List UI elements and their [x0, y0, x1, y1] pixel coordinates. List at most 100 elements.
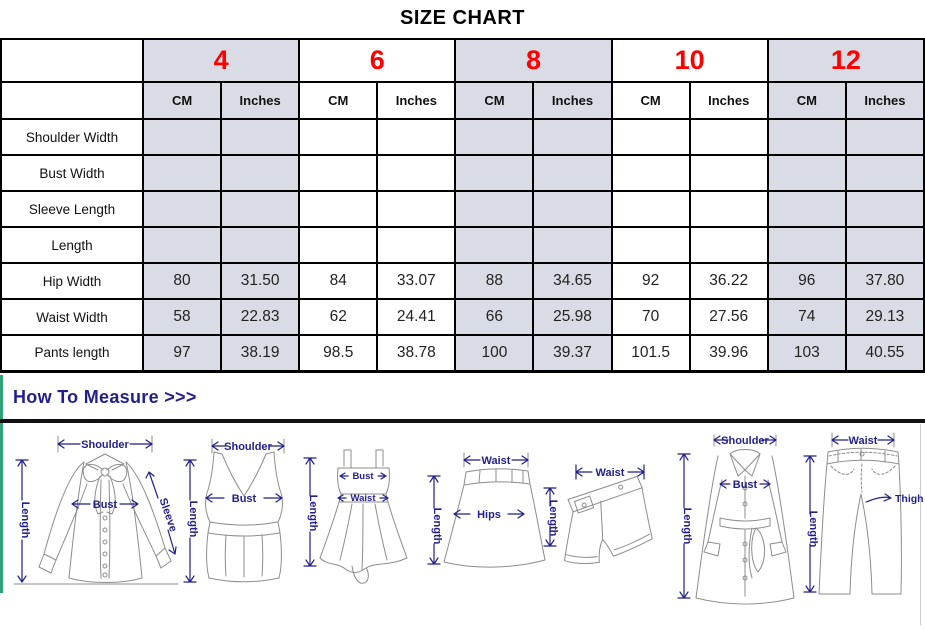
value-cell: 74 — [766, 298, 847, 336]
dress-bust-label: Bust — [352, 471, 374, 482]
size-header-6: 6 — [298, 38, 457, 83]
value-cell — [610, 154, 691, 192]
value-cell: 29.13 — [844, 298, 925, 336]
value-cell: 27.56 — [688, 298, 769, 336]
tank-top-bust-label: Bust — [232, 493, 257, 505]
value-cell — [220, 154, 301, 192]
value-cell — [141, 154, 223, 192]
skirt-dimension-lines — [427, 455, 529, 565]
value-cell: 40.55 — [844, 334, 925, 372]
value-cell — [141, 226, 223, 264]
shorts-length-label: Length — [547, 500, 559, 537]
value-cell: 97 — [141, 334, 223, 372]
tank-top-shoulder-label: Shoulder — [224, 441, 272, 453]
value-cell — [844, 118, 925, 156]
blouse-drawing — [13, 435, 179, 585]
value-cell: 25.98 — [532, 298, 613, 336]
unit-header-row: CM Inches CM Inches CM Inches CM Inches CM Inches — [0, 81, 925, 120]
dress-drawing — [319, 449, 408, 584]
skirt-length-label: Length — [431, 508, 443, 545]
skirt-waist-label: Waist — [482, 455, 511, 467]
value-cell: 101.5 — [610, 334, 691, 372]
row-label-bust-width: Bust Width — [0, 154, 144, 192]
value-cell — [766, 154, 847, 192]
unit-header-12-inches: Inches — [844, 81, 925, 120]
coat-drawing — [695, 434, 795, 605]
table-row: Pants length 97 38.19 98.5 38.78 100 39.37 101.… — [0, 334, 925, 372]
value-cell: 66 — [454, 298, 535, 336]
value-cell — [298, 154, 379, 192]
value-cell — [454, 190, 535, 228]
blouse-bust-label: Bust — [93, 499, 118, 511]
value-cell — [766, 190, 847, 228]
value-cell: 39.96 — [688, 334, 769, 372]
value-cell — [141, 190, 223, 228]
coat-dimension-lines — [677, 435, 777, 599]
unit-header-4-inches: Inches — [220, 81, 301, 120]
table-row: Shoulder Width — [0, 118, 925, 156]
dress-waist-label: Waist — [351, 493, 377, 504]
tank-top-dimension-lines — [183, 441, 285, 583]
skirt-hips-label: Hips — [477, 509, 501, 521]
value-cell: 58 — [141, 298, 223, 336]
corner-cell — [0, 38, 144, 83]
value-cell: 38.78 — [376, 334, 457, 372]
pants-dimension-lines — [803, 435, 895, 593]
shorts-drawing — [564, 475, 653, 564]
value-cell — [844, 154, 925, 192]
value-cell: 92 — [610, 262, 691, 300]
value-cell — [376, 154, 457, 192]
section-divider — [0, 419, 925, 423]
row-label-length: Length — [0, 226, 144, 264]
row-label-hip-width: Hip Width — [0, 262, 144, 300]
value-cell: 88 — [454, 262, 535, 300]
value-cell — [688, 118, 769, 156]
value-cell: 80 — [141, 262, 223, 300]
unit-header-8-inches: Inches — [532, 81, 613, 120]
table-row: Bust Width — [0, 154, 925, 192]
shorts-dimension-lines — [543, 464, 645, 547]
value-cell — [532, 118, 613, 156]
pants-length-label: Length — [807, 511, 819, 548]
blouse-length-label: Length — [19, 502, 31, 539]
unit-header-10-cm: CM — [610, 81, 691, 120]
value-cell: 38.19 — [220, 334, 301, 372]
value-cell: 100 — [454, 334, 535, 372]
size-header-8: 8 — [454, 38, 613, 83]
blouse-sleeve-label: Sleeve — [156, 497, 179, 534]
value-cell — [376, 118, 457, 156]
pants-thigh-label: Thigh — [895, 493, 924, 505]
size-header-12: 12 — [766, 38, 925, 83]
size-header-4: 4 — [141, 38, 301, 83]
coat-bust-label: Bust — [733, 479, 758, 491]
row-label-pants-length: Pants length — [0, 334, 144, 372]
value-cell: 62 — [298, 298, 379, 336]
value-cell — [844, 190, 925, 228]
row-label-waist-width: Waist Width — [0, 298, 144, 336]
value-cell: 70 — [610, 298, 691, 336]
tank-top-drawing — [205, 438, 285, 583]
value-cell — [454, 226, 535, 264]
value-cell — [766, 118, 847, 156]
coat-length-label: Length — [681, 508, 693, 545]
value-cell: 33.07 — [376, 262, 457, 300]
table-row: Length — [0, 226, 925, 264]
value-cell — [141, 118, 223, 156]
value-cell — [610, 118, 691, 156]
value-cell: 98.5 — [298, 334, 379, 372]
value-cell: 36.22 — [688, 262, 769, 300]
value-cell: 84 — [298, 262, 379, 300]
tank-top-length-label: Length — [187, 501, 199, 538]
value-cell — [376, 226, 457, 264]
value-cell — [532, 190, 613, 228]
figure-shorts: Waist Length — [543, 464, 653, 564]
table-row: Waist Width 58 22.83 62 24.41 66 25.98 70 27.56 7… — [0, 298, 925, 336]
blouse-shoulder-label: Shoulder — [81, 439, 129, 451]
value-cell — [844, 226, 925, 264]
value-cell — [688, 226, 769, 264]
value-cell: 24.41 — [376, 298, 457, 336]
coat-shoulder-label: Shoulder — [721, 435, 769, 447]
figure-blouse: Shoulder Length Bust Sleeve — [13, 435, 179, 585]
how-to-measure-heading: How To Measure >>> — [13, 387, 197, 407]
